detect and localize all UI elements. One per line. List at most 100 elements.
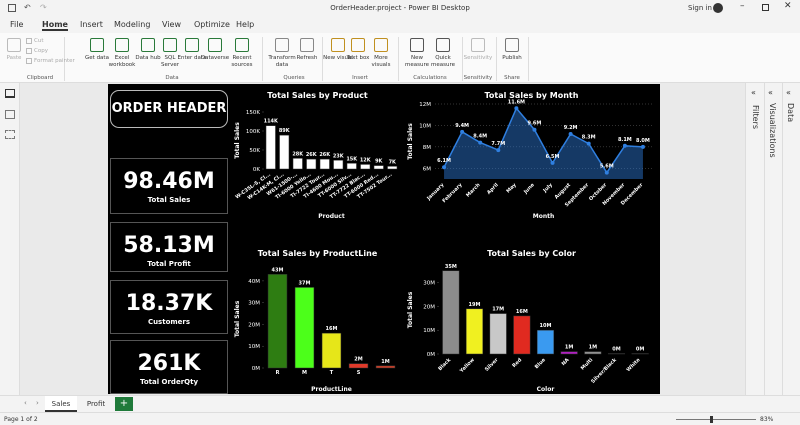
point	[496, 148, 501, 153]
maximize[interactable]	[762, 4, 769, 11]
report-view[interactable]	[5, 89, 15, 98]
ribbon-button[interactable]: Quick measure	[431, 55, 455, 68]
kpi-label: Total Sales	[147, 196, 191, 204]
menu-tab[interactable]: Home	[42, 20, 68, 31]
zoom-slider[interactable]	[676, 419, 756, 420]
ribbon-button[interactable]: Transform data	[268, 55, 296, 68]
pane-collapse[interactable]: «	[751, 88, 756, 97]
small-button[interactable]: Copy	[34, 48, 48, 54]
y-tick-label: 12M	[419, 102, 431, 108]
data-label: 15K	[346, 156, 358, 162]
page-tab[interactable]: Sales	[45, 396, 77, 412]
group-separator	[462, 37, 463, 81]
pane-tab[interactable]: Filters	[751, 105, 760, 129]
menu-tab[interactable]: Insert	[80, 20, 103, 29]
x-tick-label: Silver	[484, 357, 500, 373]
ribbon-button[interactable]: Data hub	[135, 55, 161, 61]
ribbon-group-label: Share	[504, 75, 520, 81]
data-label: 0M	[612, 347, 620, 353]
button-icon	[208, 38, 222, 52]
y-tick-label: 40M	[248, 279, 260, 285]
y-tick-label: 20M	[423, 304, 435, 310]
menu-tab[interactable]: Optimize	[194, 20, 230, 29]
button-icon	[471, 38, 485, 52]
button-icon	[300, 38, 314, 52]
pane-tab[interactable]: Visualizations	[768, 103, 777, 158]
pane-collapse[interactable]: «	[786, 88, 791, 97]
menu-tab[interactable]: Help	[236, 20, 255, 29]
redo-icon[interactable]: ↷	[40, 3, 47, 12]
data-label: 26K	[306, 152, 318, 158]
data-label: 11.6M	[508, 99, 525, 105]
point	[568, 132, 573, 136]
button-icon	[163, 38, 177, 52]
ribbon-button[interactable]: Dataverse	[200, 55, 230, 61]
prev-page[interactable]: ‹	[24, 399, 27, 407]
ribbon-button[interactable]: New measure	[405, 55, 429, 68]
y-tick-label: 0M	[427, 352, 435, 358]
ribbon-button[interactable]: SQL Server	[160, 55, 180, 68]
point	[460, 129, 465, 134]
ribbon-button[interactable]: Excel workbook	[108, 55, 136, 68]
y-tick-label: 100K	[246, 129, 260, 135]
pane-tab[interactable]: Data	[786, 103, 795, 123]
pane-collapse[interactable]: «	[768, 88, 773, 97]
ribbon-button[interactable]: More visuals	[371, 55, 391, 68]
model-view[interactable]	[5, 130, 15, 139]
page-tab[interactable]: Profit	[86, 400, 106, 408]
small-button[interactable]: Cut	[34, 38, 44, 44]
ribbon-button[interactable]: Sensitivity	[463, 55, 493, 61]
ribbon-button[interactable]: Publish	[502, 55, 522, 61]
x-axis-title: Product	[318, 213, 345, 220]
ribbon-button[interactable]: Enter data	[177, 55, 207, 61]
next-page[interactable]: ›	[36, 399, 39, 407]
button-icon	[351, 38, 365, 52]
view-strip	[0, 83, 20, 395]
avatar[interactable]	[713, 3, 723, 13]
kpi-label: Customers	[147, 318, 191, 326]
undo-icon[interactable]: ↶	[24, 3, 31, 12]
ribbon-button[interactable]: Text box	[346, 55, 370, 61]
y-tick-label: 10M	[248, 344, 260, 350]
menu-tab[interactable]: Modeling	[114, 20, 151, 29]
menu-tab[interactable]: File	[10, 20, 24, 29]
ribbon-button[interactable]: Get data	[85, 55, 109, 61]
ribbon-button[interactable]: Refresh	[296, 55, 318, 61]
bar	[348, 363, 369, 369]
kpi-card: 261K Total OrderQty	[110, 340, 228, 394]
x-tick-label: Silver/Black	[590, 357, 618, 385]
button-icon	[505, 38, 519, 52]
ribbon-group-label: Sensitivity	[463, 75, 493, 81]
button-icon	[90, 38, 104, 52]
ribbon-button[interactable]: Recent sources	[231, 55, 253, 68]
save-icon[interactable]	[8, 4, 16, 12]
kpi-label: Total OrderQty	[139, 378, 199, 386]
ribbon-group-label: Data	[165, 75, 179, 81]
ribbon-group-label: Insert	[352, 75, 368, 81]
point	[604, 170, 609, 175]
menu-tab[interactable]: View	[162, 20, 181, 29]
x-tick-label: May	[505, 182, 518, 195]
x-axis-title: Month	[533, 213, 555, 220]
ribbon-group-label: Clipboard	[26, 75, 54, 81]
ribbon-button[interactable]: Paste	[6, 55, 22, 61]
minimize[interactable]: –	[740, 1, 745, 11]
data-label: 8.3M	[582, 135, 596, 141]
small-button[interactable]: Format painter	[34, 58, 75, 64]
close[interactable]: ✕	[784, 1, 792, 11]
ribbon-button[interactable]: New visual	[323, 55, 353, 61]
small-button-icon	[26, 58, 32, 64]
bar	[267, 274, 288, 369]
zoom-thumb[interactable]	[710, 416, 713, 423]
y-tick-label: 50K	[249, 148, 260, 154]
table-view[interactable]	[5, 110, 15, 119]
sign-in[interactable]: Sign in	[688, 4, 712, 12]
kpi-card: 58.13M Total Profit	[110, 222, 228, 272]
bar	[373, 165, 384, 170]
y-axis-title: Total Sales	[234, 300, 241, 337]
add-page[interactable]: +	[115, 397, 133, 411]
x-tick-label: April	[486, 182, 500, 196]
data-label: 2M	[354, 357, 362, 363]
button-icon	[141, 38, 155, 52]
ribbon-group-label: Calculations	[413, 75, 447, 81]
